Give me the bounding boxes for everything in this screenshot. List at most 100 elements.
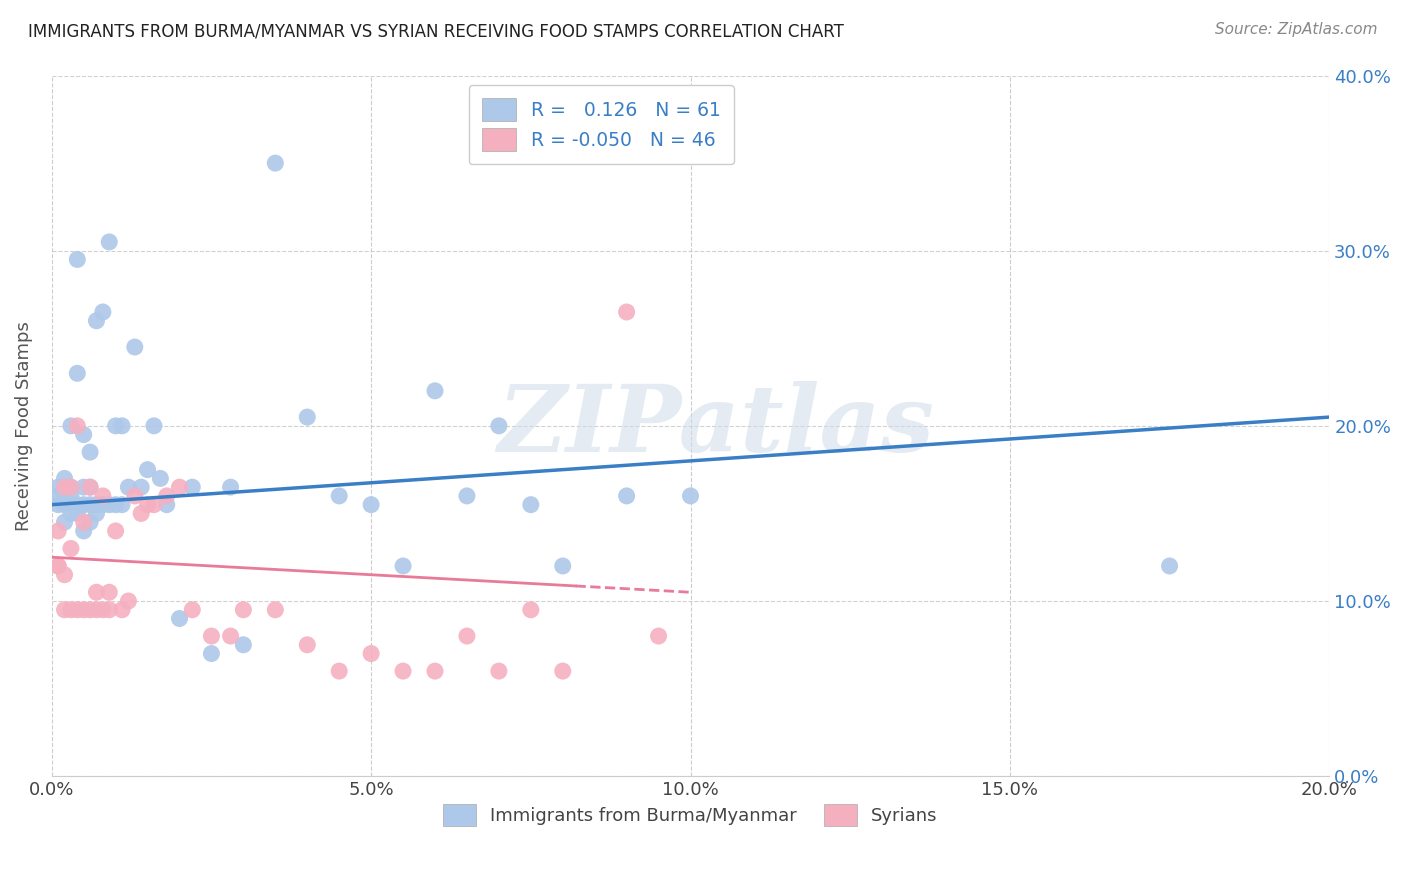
Point (53, 567, 76, 582)
Point (73, 515, 96, 529)
Point (91, 305, 114, 319)
Point (53, 471, 76, 485)
Point (328, 489, 350, 503)
Point (79, 480, 101, 494)
Point (46, 559, 69, 574)
Point (59, 498, 82, 512)
Point (53, 603, 76, 617)
Point (156, 498, 179, 512)
Point (1159, 559, 1181, 574)
Point (86, 314, 108, 328)
Point (423, 384, 446, 398)
Point (86, 498, 108, 512)
Y-axis label: Receiving Food Stamps: Receiving Food Stamps (15, 321, 32, 531)
Point (86, 507, 108, 521)
Point (297, 638, 319, 652)
Point (117, 480, 139, 494)
Point (46, 489, 69, 503)
Point (59, 603, 82, 617)
Point (142, 498, 165, 512)
Point (616, 305, 638, 319)
Legend: Immigrants from Burma/Myanmar, Syrians: Immigrants from Burma/Myanmar, Syrians (436, 797, 945, 834)
Point (297, 410, 319, 425)
Point (423, 664, 446, 678)
Point (59, 541, 82, 556)
Point (456, 489, 478, 503)
Point (86, 585, 108, 599)
Point (73, 480, 96, 494)
Text: ZIPatlas: ZIPatlas (498, 381, 935, 471)
Point (200, 629, 222, 643)
Point (104, 498, 127, 512)
Point (46, 480, 69, 494)
Text: IMMIGRANTS FROM BURMA/MYANMAR VS SYRIAN RECEIVING FOOD STAMPS CORRELATION CHART: IMMIGRANTS FROM BURMA/MYANMAR VS SYRIAN … (28, 22, 844, 40)
Point (66, 603, 89, 617)
Point (46, 524, 69, 538)
Point (73, 498, 96, 512)
Point (104, 418, 127, 433)
Point (79, 515, 101, 529)
Point (79, 480, 101, 494)
Text: Source: ZipAtlas.com: Source: ZipAtlas.com (1215, 22, 1378, 37)
Point (111, 603, 134, 617)
Point (232, 638, 254, 652)
Point (91, 603, 114, 617)
Point (520, 603, 543, 617)
Point (169, 611, 191, 625)
Point (53, 489, 76, 503)
Point (360, 498, 382, 512)
Point (66, 507, 89, 521)
Point (59, 480, 82, 494)
Point (53, 498, 76, 512)
Point (66, 366, 89, 380)
Point (111, 498, 134, 512)
Point (66, 252, 89, 267)
Point (551, 559, 574, 574)
Point (124, 489, 146, 503)
Point (66, 418, 89, 433)
Point (520, 498, 543, 512)
Point (79, 445, 101, 459)
Point (219, 480, 242, 494)
Point (59, 507, 82, 521)
Point (53, 480, 76, 494)
Point (91, 498, 114, 512)
Point (98, 235, 121, 249)
Point (79, 498, 101, 512)
Point (156, 489, 179, 503)
Point (73, 427, 96, 442)
Point (53, 480, 76, 494)
Point (98, 585, 121, 599)
Point (124, 340, 146, 354)
Point (59, 489, 82, 503)
Point (98, 498, 121, 512)
Point (73, 603, 96, 617)
Point (392, 664, 415, 678)
Point (328, 664, 350, 678)
Point (488, 664, 510, 678)
Point (98, 603, 121, 617)
Point (679, 489, 702, 503)
Point (46, 498, 69, 512)
Point (129, 480, 152, 494)
Point (111, 418, 134, 433)
Point (53, 515, 76, 529)
Point (264, 603, 287, 617)
Point (117, 594, 139, 608)
Point (136, 498, 159, 512)
Point (181, 480, 204, 494)
Point (79, 603, 101, 617)
Point (86, 603, 108, 617)
Point (232, 603, 254, 617)
Point (169, 480, 191, 494)
Point (59, 418, 82, 433)
Point (59, 480, 82, 494)
Point (200, 647, 222, 661)
Point (551, 664, 574, 678)
Point (129, 507, 152, 521)
Point (456, 629, 478, 643)
Point (46, 559, 69, 574)
Point (73, 524, 96, 538)
Point (91, 489, 114, 503)
Point (488, 418, 510, 433)
